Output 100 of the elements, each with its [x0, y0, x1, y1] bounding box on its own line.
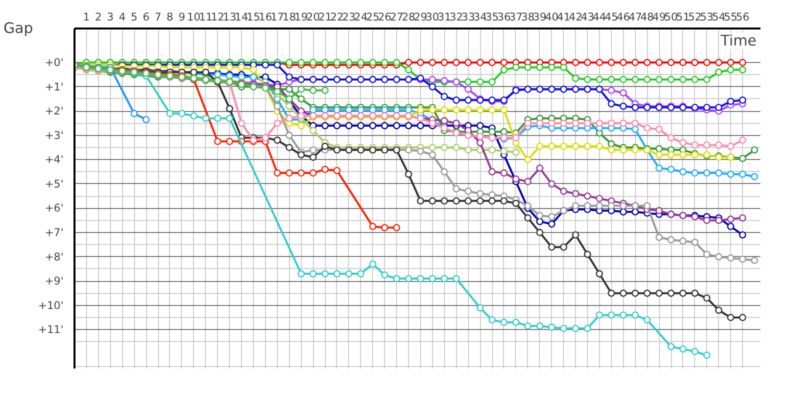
- point: [548, 120, 556, 127]
- x-tick-label: 44: [592, 10, 606, 24]
- point: [321, 86, 329, 94]
- x-tick-label: 15: [246, 10, 260, 24]
- x-tick-label: 12: [210, 10, 224, 24]
- point: [476, 190, 484, 198]
- point: [416, 122, 424, 130]
- point: [596, 311, 604, 319]
- point: [286, 169, 293, 177]
- point: [440, 197, 448, 205]
- point: [214, 138, 222, 146]
- point: [488, 316, 496, 324]
- x-tick-label: 53: [700, 10, 714, 24]
- point: [333, 58, 341, 66]
- point: [226, 64, 234, 71]
- point: [333, 166, 341, 174]
- point: [298, 169, 305, 177]
- x-tick-label: 6: [142, 10, 150, 24]
- point: [476, 106, 484, 114]
- point: [560, 64, 568, 71]
- point: [632, 126, 639, 133]
- point: [393, 275, 400, 282]
- point: [750, 146, 758, 154]
- point: [286, 86, 293, 93]
- point: [715, 216, 722, 224]
- point: [428, 144, 436, 152]
- point: [488, 78, 496, 86]
- x-tick-label: 7: [154, 10, 162, 24]
- point: [584, 142, 592, 150]
- point: [404, 170, 412, 178]
- x-tick-label: 56: [736, 10, 750, 24]
- y-tick-label: +4': [44, 153, 64, 166]
- point: [476, 122, 484, 130]
- point: [452, 185, 460, 192]
- point: [452, 106, 460, 114]
- point: [691, 238, 698, 246]
- point: [536, 212, 544, 220]
- point: [274, 120, 281, 127]
- point: [655, 126, 663, 133]
- point: [310, 106, 317, 114]
- point: [572, 202, 580, 210]
- point: [464, 86, 472, 93]
- point: [679, 290, 687, 297]
- point: [596, 202, 604, 210]
- point: [381, 106, 388, 114]
- point: [500, 106, 508, 114]
- point: [620, 202, 627, 210]
- point: [142, 116, 150, 124]
- point: [512, 148, 520, 156]
- x-tick-label: 35: [485, 10, 499, 24]
- x-tick-label: 1: [83, 10, 90, 24]
- x-tick-label: 47: [628, 10, 642, 24]
- point: [476, 78, 484, 86]
- point: [667, 58, 675, 66]
- x-tick-label: 22: [330, 10, 344, 24]
- x-tick-label: 18: [282, 10, 296, 24]
- point: [727, 142, 734, 150]
- point: [345, 58, 352, 66]
- point: [166, 110, 174, 118]
- point: [476, 58, 484, 66]
- point: [404, 58, 412, 66]
- x-tick-label: 36: [497, 10, 511, 24]
- point: [703, 294, 710, 302]
- point: [428, 197, 436, 205]
- x-tick-label: 25: [366, 10, 380, 24]
- point: [715, 58, 722, 66]
- point: [679, 58, 687, 66]
- x-tick-label: 39: [533, 10, 547, 24]
- point: [488, 58, 496, 66]
- point: [440, 106, 448, 114]
- point: [428, 106, 436, 114]
- point: [250, 66, 258, 74]
- point: [596, 58, 604, 66]
- point: [655, 234, 663, 241]
- point: [333, 122, 341, 130]
- point: [130, 110, 138, 118]
- point: [536, 322, 544, 330]
- point: [381, 271, 388, 279]
- point: [739, 58, 746, 66]
- point: [488, 128, 496, 136]
- point: [536, 64, 544, 71]
- x-tick-label: 19: [294, 10, 308, 24]
- point: [298, 151, 305, 158]
- point: [739, 314, 746, 322]
- point: [608, 140, 615, 148]
- point: [703, 58, 710, 66]
- point: [333, 106, 341, 114]
- x-tick-label: 30: [426, 10, 440, 24]
- point: [560, 243, 568, 251]
- point: [488, 146, 496, 154]
- point: [620, 120, 627, 127]
- point: [655, 207, 663, 214]
- point: [632, 120, 639, 127]
- point: [440, 58, 448, 66]
- point: [190, 112, 198, 120]
- point: [596, 194, 604, 202]
- point: [620, 146, 627, 154]
- point: [608, 58, 615, 66]
- point: [620, 208, 627, 216]
- y-tick-label: +9': [44, 274, 64, 288]
